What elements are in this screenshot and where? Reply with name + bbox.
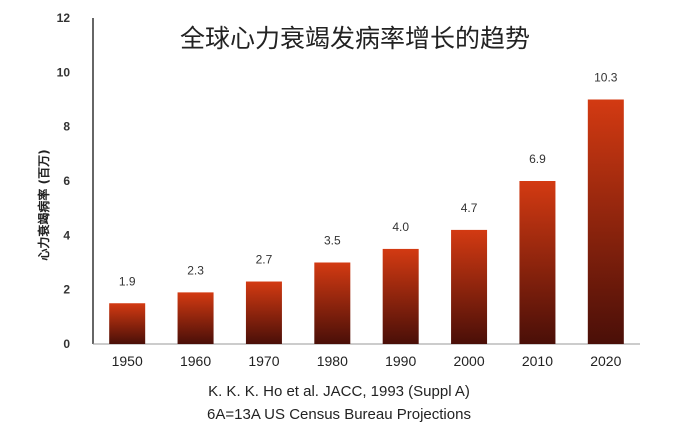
bar-1990 xyxy=(382,248,419,344)
data-label-1970: 2.7 xyxy=(256,253,273,267)
data-labels: 1.9 2.3 2.7 3.5 4.0 4.7 6.9 10.3 xyxy=(119,71,618,289)
bar-1950 xyxy=(109,303,146,344)
x-tick-2000: 2000 xyxy=(453,353,484,369)
y-tick-2: 2 xyxy=(63,283,70,297)
data-label-1950: 1.9 xyxy=(119,274,136,288)
data-label-1960: 2.3 xyxy=(187,263,204,277)
x-tick-1970: 1970 xyxy=(248,353,279,369)
bar-1980 xyxy=(314,262,351,344)
y-axis-label: 心力衰竭病率 (百万) xyxy=(36,149,51,260)
data-label-1980: 3.5 xyxy=(324,234,341,248)
bar-1970 xyxy=(245,281,282,344)
x-tick-2010: 2010 xyxy=(522,353,553,369)
x-tick-1960: 1960 xyxy=(180,353,211,369)
x-tick-labels: 1950 1960 1970 1980 1990 2000 2010 2020 xyxy=(112,353,622,369)
y-tick-12: 12 xyxy=(57,11,71,25)
chart-title: 全球心力衰竭发病率增长的趋势 xyxy=(180,24,530,53)
y-tick-labels: 0 2 4 6 8 10 12 xyxy=(57,11,71,351)
y-tick-0: 0 xyxy=(63,337,70,351)
y-tick-4: 4 xyxy=(63,228,70,242)
bars xyxy=(109,99,624,344)
data-label-1990: 4.0 xyxy=(392,220,409,234)
bar-2020 xyxy=(587,99,624,344)
y-tick-8: 8 xyxy=(63,120,70,134)
bar-1960 xyxy=(177,292,214,344)
x-tick-1950: 1950 xyxy=(112,353,143,369)
x-tick-2020: 2020 xyxy=(590,353,621,369)
y-tick-6: 6 xyxy=(63,174,70,188)
data-label-2020: 10.3 xyxy=(594,71,618,85)
data-label-2010: 6.9 xyxy=(529,152,546,166)
bar-2010 xyxy=(519,181,556,344)
y-tick-10: 10 xyxy=(57,65,71,79)
x-tick-1980: 1980 xyxy=(317,353,348,369)
x-tick-1990: 1990 xyxy=(385,353,416,369)
bar-2000 xyxy=(451,229,488,344)
source-caption-1: K. K. K. Ho et al. JACC, 1993 (Suppl A) xyxy=(208,383,470,400)
source-caption-2: 6A=13A US Census Bureau Projections xyxy=(207,406,471,423)
data-label-2000: 4.7 xyxy=(461,201,478,215)
